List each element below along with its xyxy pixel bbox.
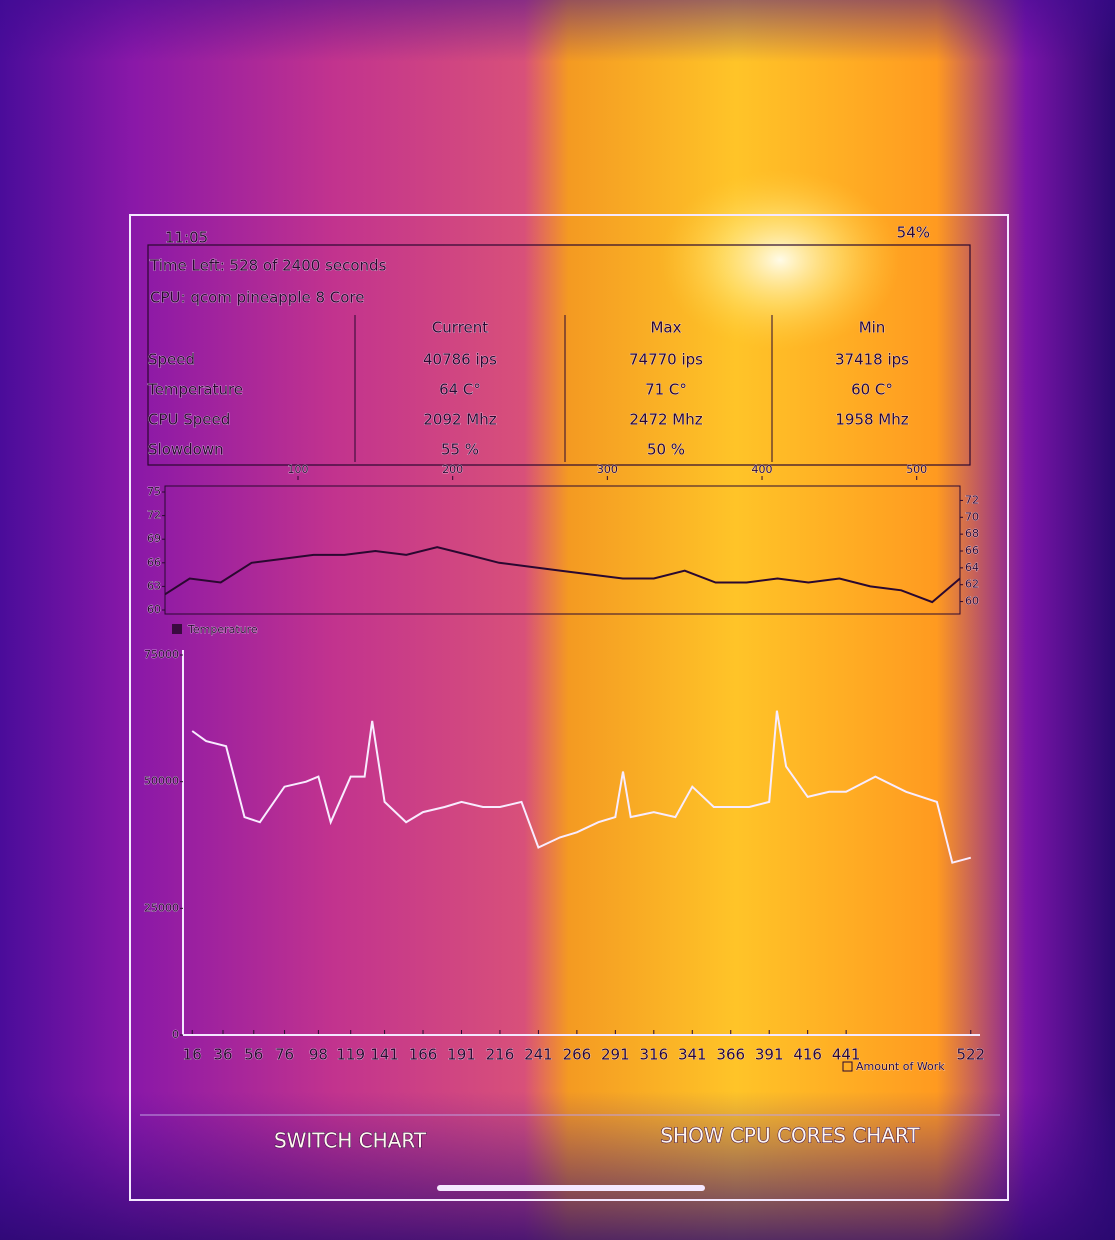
x-tick-label: 191 bbox=[447, 1046, 476, 1064]
y2-tick-label: 72 bbox=[965, 493, 979, 506]
status-battery: 54% bbox=[897, 224, 930, 242]
x-tick-label: 391 bbox=[755, 1046, 784, 1064]
row-label: Temperature bbox=[147, 381, 243, 399]
row-label: CPU Speed bbox=[148, 411, 230, 429]
x-tick-label: 341 bbox=[678, 1046, 707, 1064]
speed-legend: Amount of Work bbox=[856, 1060, 945, 1073]
cell: 2092 Mhz bbox=[423, 411, 496, 429]
y-tick-label: 72 bbox=[147, 509, 161, 522]
row-label: Speed bbox=[148, 351, 195, 369]
x-tick-label: 291 bbox=[601, 1046, 630, 1064]
y2-tick-label: 70 bbox=[965, 510, 979, 523]
x-tick-label: 76 bbox=[275, 1046, 294, 1064]
x-tick-label: 241 bbox=[524, 1046, 553, 1064]
series-line bbox=[164, 546, 961, 604]
cell: 64 C° bbox=[439, 381, 481, 399]
x-tick-label: 441 bbox=[832, 1046, 861, 1064]
temp-plot-frame bbox=[164, 485, 961, 615]
x-tick-label: 100 bbox=[288, 463, 309, 476]
x-tick-label: 522 bbox=[956, 1046, 985, 1064]
x-tick-label: 56 bbox=[244, 1046, 263, 1064]
time-left: Time Left: 528 of 2400 seconds bbox=[149, 257, 387, 275]
cell: 50 % bbox=[647, 441, 685, 459]
y-tick-label: 60 bbox=[147, 603, 161, 616]
cpu-cores-button[interactable]: SHOW CPU CORES CHART bbox=[660, 1123, 921, 1148]
x-tick-label: 216 bbox=[486, 1046, 515, 1064]
x-tick-label: 266 bbox=[563, 1046, 592, 1064]
x-tick-label: 400 bbox=[752, 463, 773, 476]
y2-tick-label: 66 bbox=[965, 544, 979, 557]
x-tick-label: 200 bbox=[442, 463, 463, 476]
cell: 60 C° bbox=[851, 381, 893, 399]
x-tick-label: 16 bbox=[183, 1046, 202, 1064]
y-tick-label: 75000 bbox=[144, 648, 179, 661]
x-tick-label: 36 bbox=[213, 1046, 232, 1064]
y2-tick-label: 68 bbox=[965, 527, 979, 540]
x-tick-label: 500 bbox=[906, 463, 927, 476]
x-tick-label: 119 bbox=[336, 1046, 365, 1064]
y2-tick-label: 62 bbox=[965, 578, 979, 591]
y-tick-label: 66 bbox=[147, 556, 161, 569]
x-tick-label: 141 bbox=[370, 1046, 399, 1064]
y-tick-label: 63 bbox=[147, 579, 161, 592]
y-tick-label: 25000 bbox=[144, 901, 179, 914]
column-header: Max bbox=[650, 319, 681, 337]
column-header: Min bbox=[859, 319, 886, 337]
cell: 2472 Mhz bbox=[629, 411, 702, 429]
info-frame bbox=[147, 244, 971, 466]
cpu-name: CPU: qcom pineapple 8 Core bbox=[150, 289, 365, 307]
temp-legend-swatch bbox=[172, 624, 182, 634]
cell: 37418 ips bbox=[835, 351, 909, 369]
speed-legend-swatch bbox=[842, 1061, 853, 1072]
y-tick-label: 0 bbox=[172, 1028, 179, 1041]
cell: 1958 Mhz bbox=[835, 411, 908, 429]
x-tick-label: 98 bbox=[309, 1046, 328, 1064]
cell: 71 C° bbox=[645, 381, 687, 399]
y-tick-label: 50000 bbox=[144, 775, 179, 788]
column-header: Current bbox=[432, 319, 488, 337]
status-time: 11:05 bbox=[165, 229, 208, 247]
cell: 74770 ips bbox=[629, 351, 703, 369]
x-tick-label: 166 bbox=[409, 1046, 438, 1064]
row-label: Slowdown bbox=[148, 441, 224, 459]
y2-tick-label: 64 bbox=[965, 561, 979, 574]
y-tick-label: 75 bbox=[147, 485, 161, 498]
x-tick-label: 366 bbox=[716, 1046, 745, 1064]
temp-legend: Temperature bbox=[187, 623, 258, 636]
x-tick-label: 300 bbox=[597, 463, 618, 476]
switch-chart-button[interactable]: SWITCH CHART bbox=[273, 1128, 427, 1153]
series-line bbox=[191, 710, 972, 864]
cell: 40786 ips bbox=[423, 351, 497, 369]
x-tick-label: 316 bbox=[639, 1046, 668, 1064]
x-tick-label: 416 bbox=[793, 1046, 822, 1064]
cell: 55 % bbox=[441, 441, 479, 459]
phone-screen bbox=[129, 214, 1009, 1201]
y-tick-label: 69 bbox=[147, 532, 161, 545]
y2-tick-label: 60 bbox=[965, 595, 979, 608]
home-indicator bbox=[437, 1185, 705, 1191]
